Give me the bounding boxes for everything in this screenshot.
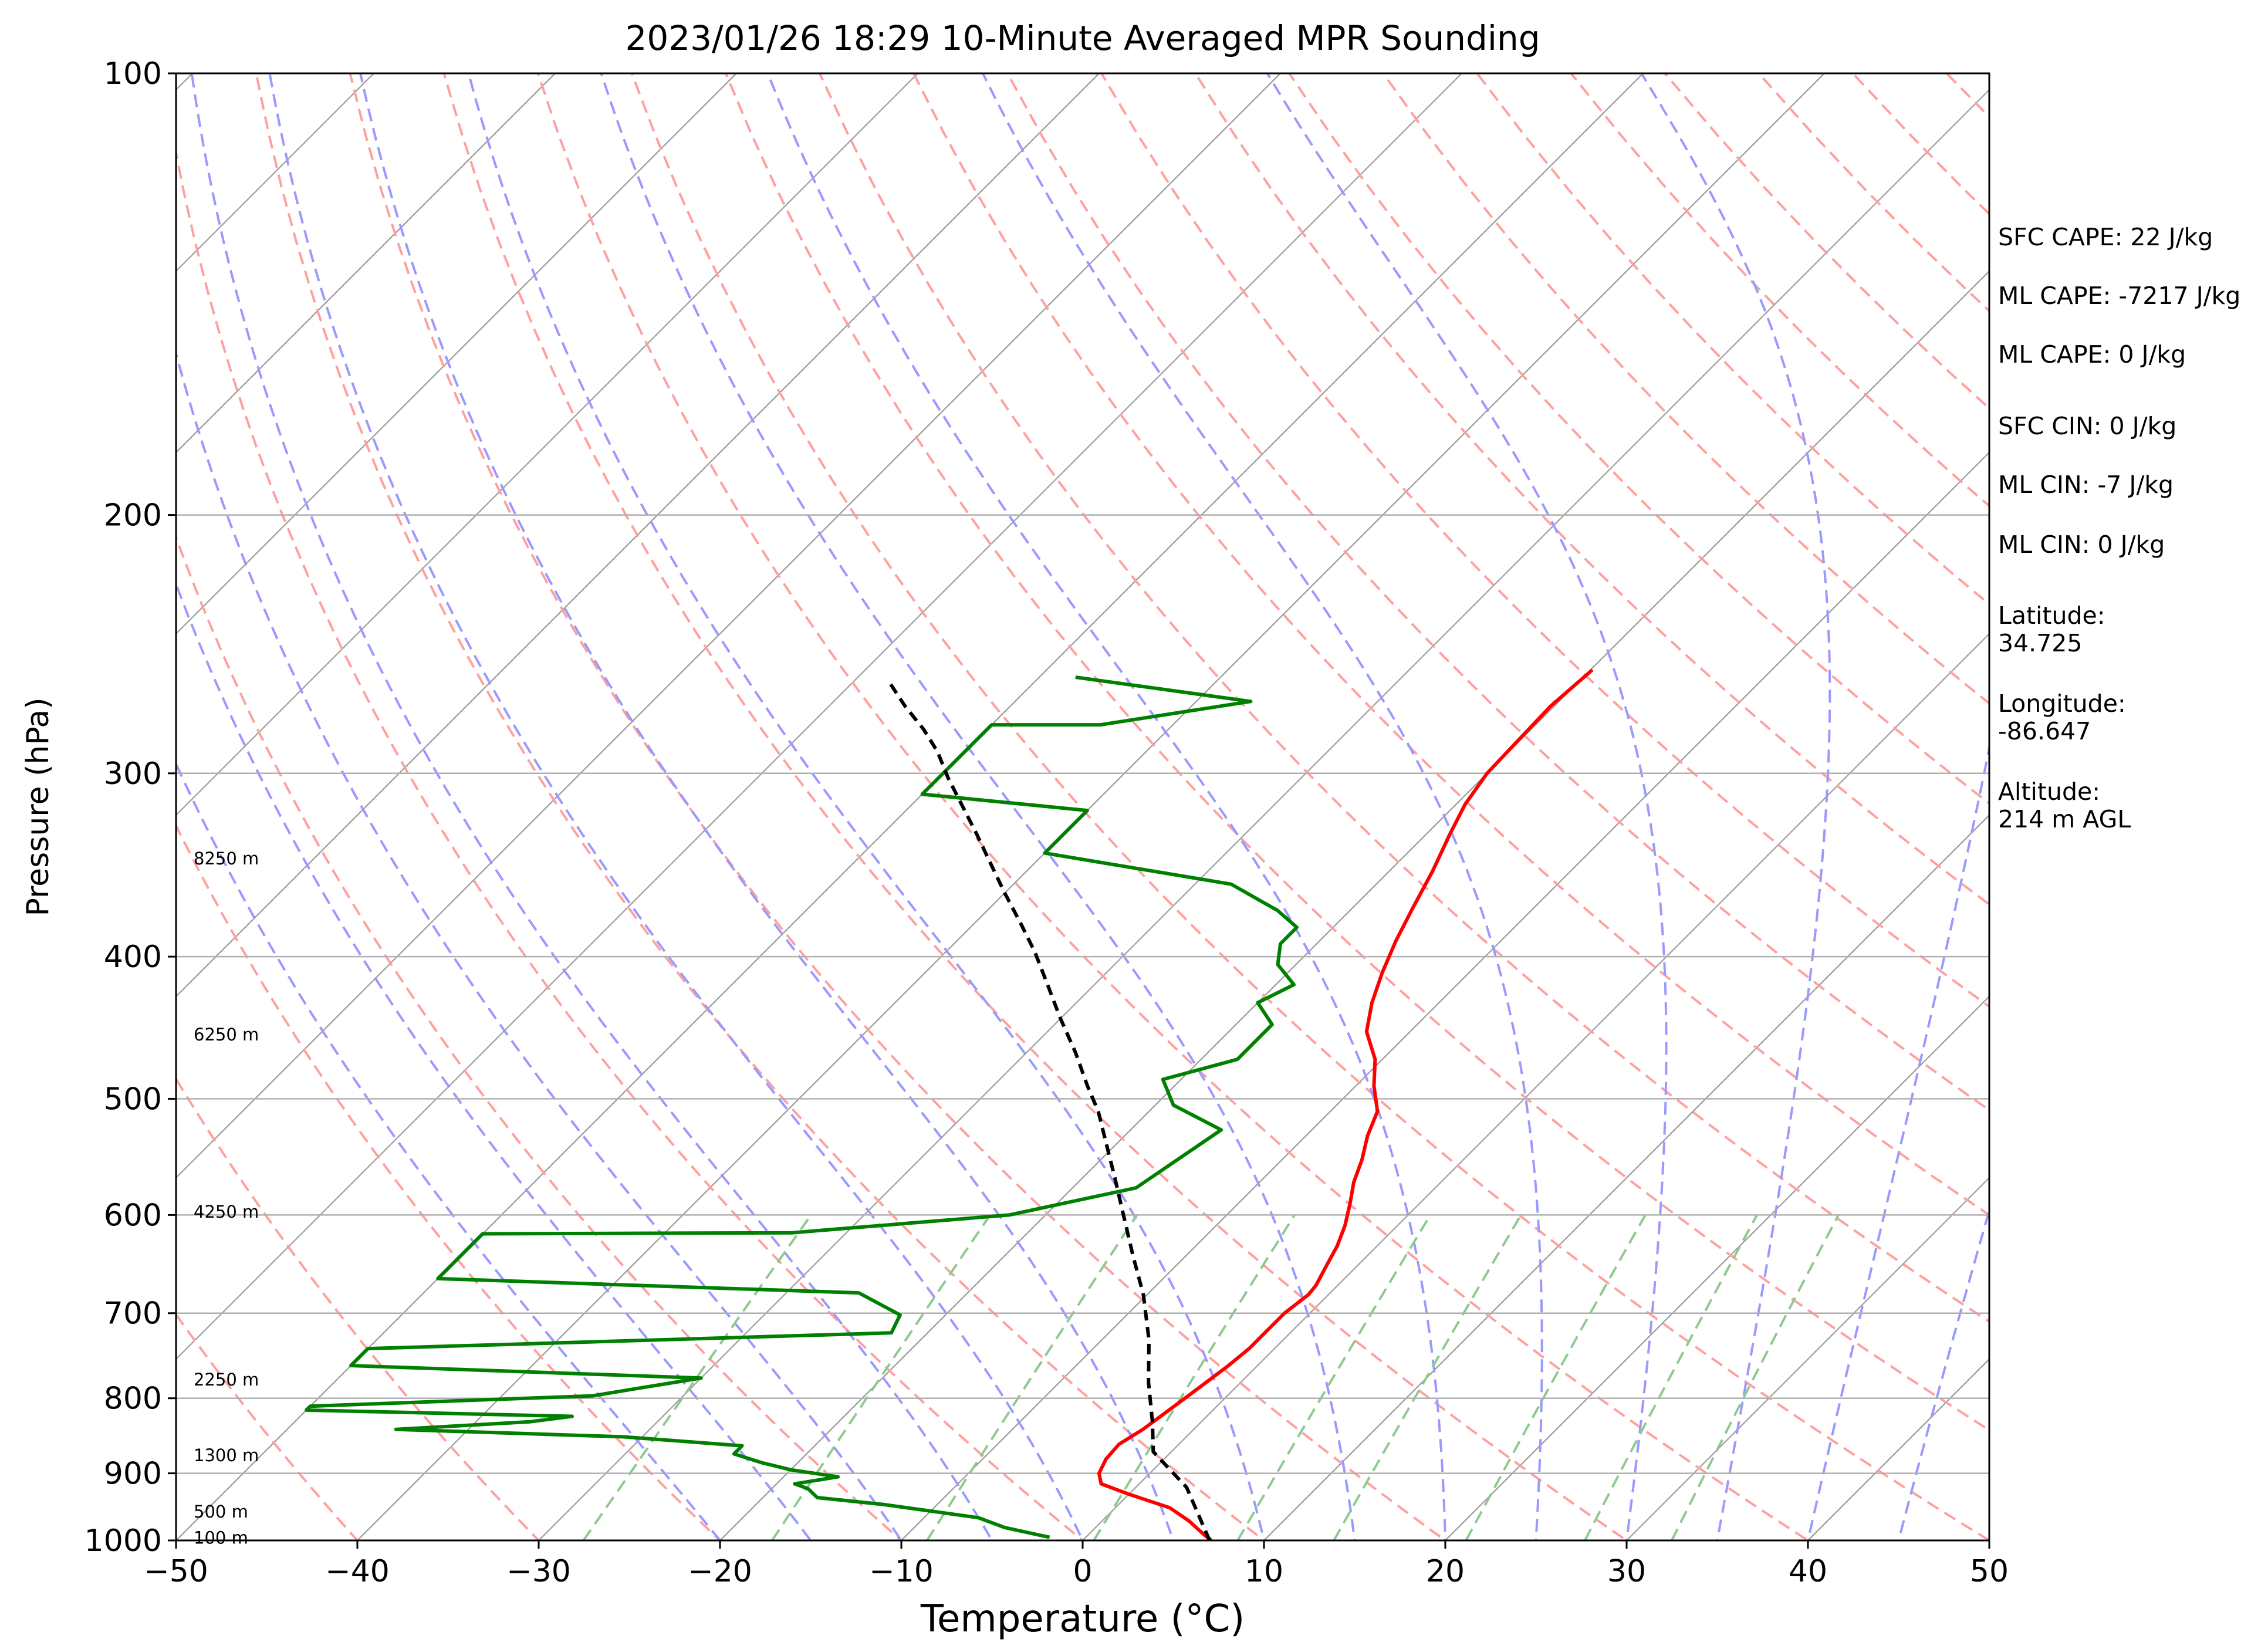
moist-adiabat-line <box>982 73 1543 1540</box>
dry-adiabat-line <box>1100 73 1989 1008</box>
dry-adiabat-line <box>912 73 1989 1217</box>
altitude-value: 214 m AGL <box>1998 805 2131 833</box>
x-tick-label: 10 <box>1245 1554 1283 1589</box>
dry-adiabat-line <box>724 73 1989 1432</box>
x-tick-label: −20 <box>688 1554 752 1589</box>
height-label: 6250 m <box>194 1025 259 1045</box>
moist-adiabat-line <box>190 73 993 1540</box>
parcel-trace <box>887 681 1212 1540</box>
longitude-label: Longitude: <box>1998 690 2126 718</box>
isotherm-line <box>900 451 1989 1540</box>
moist-adiabat-line <box>1806 742 1989 1540</box>
dry-adiabat-line <box>818 73 1989 1323</box>
dry-adiabat-line <box>1288 73 1989 805</box>
height-label: 8250 m <box>194 849 259 869</box>
dry-adiabat-line <box>1382 73 1989 705</box>
moist-adiabat-line <box>1266 73 1668 1540</box>
sounding-traces <box>305 668 1594 1540</box>
moist-adiabat-line <box>176 349 903 1540</box>
x-tick-label: −10 <box>869 1554 934 1589</box>
ml-cin-text-2: ML CIN: 0 J/kg <box>1998 530 2165 559</box>
info-panel: SFC CAPE: 22 J/kg ML CAPE: -7217 J/kg ML… <box>1998 223 2240 833</box>
moist-adiabat-line <box>600 73 1356 1540</box>
isotherm-line <box>719 270 1989 1540</box>
x-tick-label: −40 <box>325 1554 390 1589</box>
y-tick-label: 900 <box>104 1457 162 1492</box>
isotherm-line <box>538 89 1989 1540</box>
isotherm-line <box>176 73 1100 998</box>
dry-adiabat-line <box>176 1076 540 1540</box>
x-axis-ticks: −50 −40 −30 −20 −10 0 10 20 30 40 50 <box>144 1540 2009 1589</box>
y-axis-label: Pressure (hPa) <box>21 698 56 917</box>
altitude-label: Altitude: <box>1998 778 2100 806</box>
ml-cape-text-2: ML CAPE: 0 J/kg <box>1998 340 2186 369</box>
sfc-cin-text: SFC CIN: 0 J/kg <box>1998 412 2176 440</box>
moist-adiabat-line <box>359 73 1175 1540</box>
isotherm-line <box>176 73 1463 1360</box>
y-tick-label: 400 <box>104 940 162 975</box>
x-tick-label: −50 <box>144 1554 208 1589</box>
dewpoint-trace <box>305 675 1299 1539</box>
moist-adiabat-line <box>467 73 1266 1540</box>
ml-cape-text: ML CAPE: -7217 J/kg <box>1998 282 2240 310</box>
y-tick-label: 100 <box>104 56 162 92</box>
x-tick-label: −30 <box>506 1554 571 1589</box>
chart-title: 2023/01/26 18:29 10-Minute Averaged MPR … <box>625 18 1540 58</box>
reference-lines <box>176 73 1989 1540</box>
isotherm-line <box>176 73 1282 1179</box>
x-tick-label: 30 <box>1607 1554 1646 1589</box>
x-axis-label: Temperature (°C) <box>920 1597 1245 1641</box>
latitude-label: Latitude: <box>1998 602 2105 630</box>
dry-adiabat-line <box>176 533 904 1540</box>
height-label: 100 m <box>194 1528 248 1548</box>
x-tick-label: 0 <box>1073 1554 1092 1589</box>
longitude-value: -86.647 <box>1998 717 2091 745</box>
isotherm-line <box>176 73 556 454</box>
isotherm-line <box>1081 633 1989 1540</box>
dry-adiabat-line <box>536 73 1810 1540</box>
dry-adiabat-line <box>176 147 1085 1540</box>
moist-adiabat-line <box>268 73 1084 1540</box>
temperature-trace <box>1097 668 1594 1540</box>
y-tick-label: 500 <box>104 1082 162 1117</box>
moist-adiabat-line <box>176 580 813 1540</box>
isotherm-line <box>176 73 1644 1540</box>
sfc-cape-text: SFC CAPE: 22 J/kg <box>1998 223 2213 251</box>
latitude-value: 34.725 <box>1998 629 2082 657</box>
isotherm-line <box>356 73 1826 1540</box>
dry-adiabat-line <box>349 73 1448 1540</box>
height-label: 500 m <box>194 1502 248 1522</box>
height-label: 4250 m <box>194 1202 259 1222</box>
mixing-ratio-line <box>1671 1214 1840 1540</box>
y-tick-label: 200 <box>104 498 162 533</box>
dry-adiabat-line <box>630 73 1989 1540</box>
dry-adiabat-line <box>176 823 722 1540</box>
y-axis-ticks: 100 200 300 400 500 600 700 800 900 1000 <box>84 56 176 1559</box>
dry-adiabat-line <box>442 73 1629 1540</box>
x-tick-label: 50 <box>1970 1554 2009 1589</box>
isotherm-line <box>1625 1177 1989 1540</box>
ml-cin-text: ML CIN: -7 J/kg <box>1998 471 2174 499</box>
y-tick-label: 700 <box>104 1296 162 1332</box>
height-label: 2250 m <box>194 1370 259 1390</box>
moist-adiabat-line <box>1640 73 1831 1540</box>
moist-adiabat-line <box>766 73 1447 1540</box>
x-tick-label: 40 <box>1789 1554 1827 1589</box>
isotherm-line <box>176 73 738 635</box>
y-tick-label: 800 <box>104 1381 162 1417</box>
moist-adiabat-line <box>1897 1206 1989 1540</box>
isotherm-line <box>176 73 919 816</box>
dry-adiabat-line <box>255 73 1266 1540</box>
height-label: 1300 m <box>194 1445 259 1465</box>
height-labels: 8250 m 6250 m 4250 m 2250 m 1300 m 500 m 100 m <box>194 849 259 1547</box>
y-tick-label: 300 <box>104 756 162 792</box>
y-tick-label: 1000 <box>84 1523 162 1559</box>
x-tick-label: 20 <box>1426 1554 1465 1589</box>
y-tick-label: 600 <box>104 1198 162 1233</box>
isotherm-line <box>1444 995 1989 1540</box>
